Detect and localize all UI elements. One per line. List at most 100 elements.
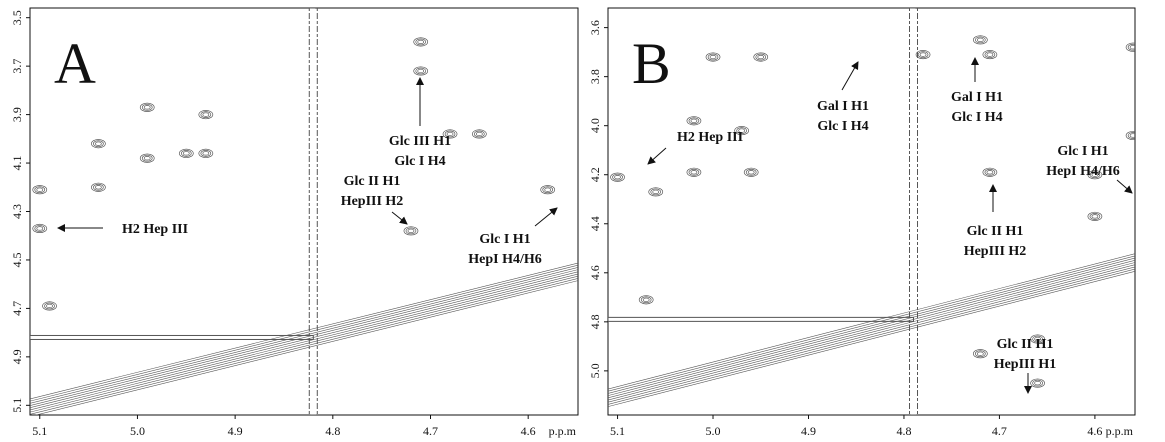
contour-ring (736, 127, 748, 134)
contour-ring (444, 130, 456, 138)
contour-ring (34, 225, 46, 232)
cross-peak (638, 295, 654, 305)
contour-ring (442, 129, 458, 139)
contour-ring (747, 170, 755, 175)
contour-ring (1127, 43, 1135, 51)
cross-peak (91, 139, 106, 149)
contour-ring (1091, 214, 1099, 219)
contour-ring (610, 172, 625, 182)
contour-ring (982, 167, 998, 177)
contour-ring (1089, 171, 1101, 179)
annotation: Glc I H1 (1057, 144, 1108, 159)
cross-peak (982, 50, 998, 60)
cross-peak (413, 37, 429, 47)
contour-ring (984, 168, 996, 176)
cross-peak (1087, 170, 1103, 180)
contour-ring (974, 350, 986, 358)
cross-peak (42, 301, 57, 311)
diagonal-contour (30, 262, 578, 400)
contour-ring (686, 167, 702, 177)
x-tick-label: 4.8 (896, 424, 911, 438)
contour-ring (542, 186, 554, 194)
annotation: Gal I H1 (951, 90, 1003, 105)
y-tick-label: 4.7 (10, 301, 24, 316)
contour-ring (415, 38, 427, 46)
x-tick-label: 4.8 (325, 424, 340, 438)
contour-ring (707, 53, 719, 61)
contour-ring (91, 139, 106, 149)
annotation-arrow (841, 61, 859, 91)
annotation: Glc I H4 (394, 154, 445, 169)
cross-peak (139, 153, 155, 163)
contour-ring (473, 130, 485, 138)
diagonal-contour (608, 257, 1135, 394)
cross-peak (1125, 42, 1135, 52)
contour-ring (743, 167, 759, 177)
cross-peak (915, 50, 931, 60)
cross-peak (413, 66, 429, 76)
contour-ring (1030, 334, 1045, 344)
contour-ring (202, 112, 210, 117)
contour-ring (32, 223, 48, 234)
contour-ring (1129, 133, 1135, 138)
cross-peak (178, 148, 194, 158)
contour-ring (709, 54, 717, 60)
diagonal-contour (34, 280, 578, 415)
y-tick-label: 5.1 (10, 398, 24, 413)
x-tick-label: 4.7 (423, 424, 438, 438)
contour-ring (475, 131, 483, 137)
contour-ring (705, 52, 721, 62)
y-tick-label: 4.6 (588, 265, 602, 280)
annotation: HepI H4/H6 (1046, 164, 1120, 179)
panel-label: A (54, 31, 96, 96)
annotation: Glc II H1 (997, 337, 1054, 352)
contour-ring (413, 66, 429, 76)
diagonal-contour (30, 278, 578, 415)
water-streak (30, 334, 314, 340)
contour-ring (1034, 336, 1041, 342)
annotation-arrow (391, 211, 408, 225)
cross-peak (442, 129, 458, 139)
diagonal-contour (608, 255, 1135, 392)
diagonal-contour (608, 262, 1135, 399)
y-tick-label: 4.5 (10, 252, 24, 267)
contour-ring (417, 39, 425, 45)
y-tick-label: 4.2 (588, 167, 602, 182)
contour-ring (42, 301, 57, 311)
diagonal-contour (608, 268, 1135, 405)
contour-ring (652, 189, 660, 195)
y-tick-label: 3.7 (10, 59, 24, 74)
contour-ring (95, 141, 102, 146)
contour-ring (690, 170, 698, 175)
contour-ring (648, 187, 664, 197)
cross-peak (1125, 130, 1135, 141)
contour-ring (650, 188, 662, 196)
cross-peak (972, 35, 988, 45)
contour-ring (1125, 130, 1135, 141)
x-tick-label: 5.1 (610, 424, 625, 438)
annotation-arrow (534, 207, 558, 227)
x-axis-label: p.p.m (1106, 424, 1134, 438)
x-tick-label: 4.6 (521, 424, 536, 438)
cross-peak (32, 223, 48, 234)
contour-ring (917, 51, 929, 58)
contour-ring (976, 351, 984, 356)
cross-peak (198, 148, 214, 158)
contour-ring (34, 186, 46, 194)
x-tick-label: 5.0 (706, 424, 721, 438)
annotation-arrow (1116, 179, 1133, 194)
y-tick-label: 3.6 (588, 20, 602, 35)
contour-ring (734, 126, 750, 136)
contour-ring (1129, 45, 1135, 50)
annotation: H2 Hep III (677, 130, 743, 145)
contour-ring (139, 102, 155, 112)
plot-frame (29, 7, 579, 416)
panel-label: B (632, 31, 671, 96)
contour-ring (182, 151, 190, 156)
annotation: Glc I H4 (817, 119, 868, 134)
contour-ring (984, 51, 996, 58)
cross-peak (471, 129, 487, 139)
contour-ring (141, 154, 153, 162)
